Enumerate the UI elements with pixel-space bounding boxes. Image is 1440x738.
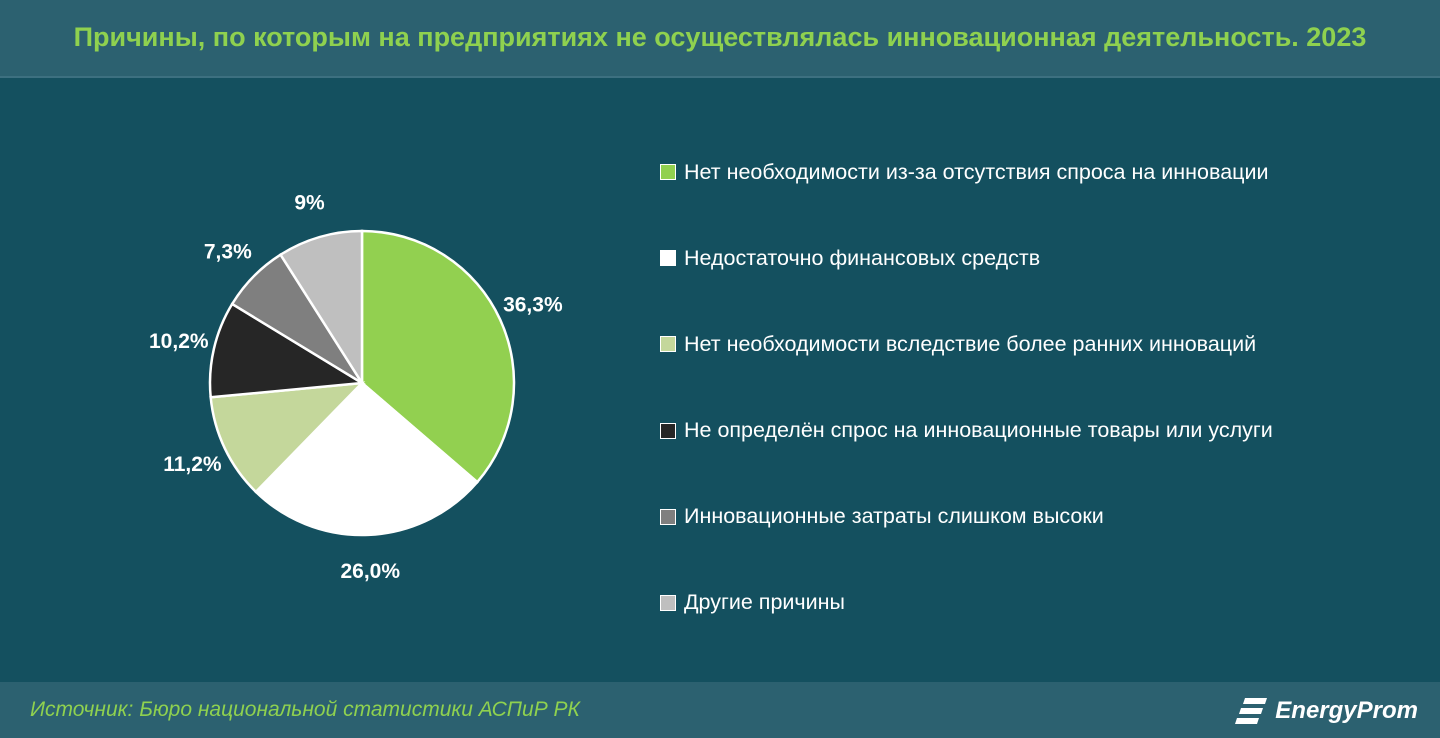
legend-label: Недостаточно финансовых средств [684, 245, 1041, 270]
pie-chart: 36,3% 26,0% 11,2% 10,2% 7,3% 9% [149, 191, 563, 583]
legend-label: Другие причины [684, 590, 845, 615]
legend-item: Не определён спрос на инновационные това… [660, 411, 1273, 451]
legend-swatch [660, 594, 676, 611]
brand-logo: EnergyProm [1235, 692, 1418, 730]
legend-label: Нет необходимости из-за отсутствия спрос… [684, 159, 1269, 184]
legend-swatch [660, 508, 676, 525]
legend-swatch [660, 422, 676, 439]
slice-data-label: 7,3% [204, 240, 252, 263]
legend-label: Не определён спрос на инновационные това… [684, 418, 1273, 443]
header-bar: Причины, по которым на предприятиях не о… [0, 0, 1440, 78]
legend-item: Нет необходимости вследствие более ранни… [660, 324, 1273, 364]
legend-swatch [660, 336, 676, 353]
legend-item: Другие причины [660, 583, 1273, 623]
legend-item: Инновационные затраты слишком высоки [660, 497, 1273, 537]
pie-slice [360, 229, 516, 484]
chart-title: Причины, по которым на предприятиях не о… [73, 22, 1367, 52]
energyprom-logo-icon [1235, 698, 1268, 724]
pie-slice [209, 381, 366, 494]
slice-data-label: 10,2% [149, 330, 209, 353]
pie-slice [278, 229, 364, 388]
slice-data-label: 36,3% [503, 294, 563, 317]
source-note: Источник: Бюро национальной статистики А… [30, 698, 580, 721]
legend-item: Недостаточно финансовых средств [660, 238, 1273, 278]
slice-data-label: 26,0% [340, 560, 400, 583]
legend-swatch [660, 164, 676, 180]
legend-label: Нет необходимости вследствие более ранни… [684, 331, 1257, 356]
logo-wordmark: EnergyProm [1275, 697, 1418, 724]
slice-data-label: 11,2% [163, 453, 222, 476]
legend-item: Нет необходимости из-за отсутствия спрос… [660, 152, 1273, 192]
pie-slice [254, 381, 480, 537]
chart-legend: Нет необходимости из-за отсутствия спрос… [660, 152, 1273, 669]
slice-data-label: 9% [294, 191, 325, 214]
footer-bar: Источник: Бюро национальной статистики А… [0, 682, 1440, 738]
legend-swatch [660, 250, 676, 267]
pie-slice [208, 302, 366, 399]
legend-label: Инновационные затраты слишком высоки [684, 504, 1104, 529]
